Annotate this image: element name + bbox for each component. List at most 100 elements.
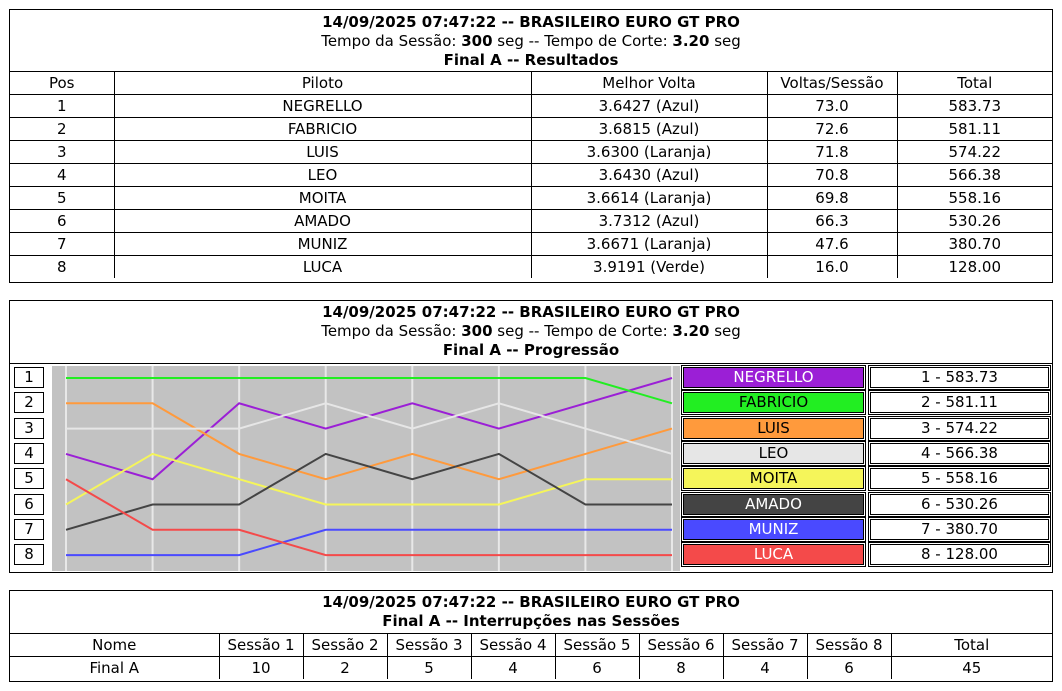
col-pilot: Piloto [113,71,532,95]
best-lap-cell: 3.6614 (Laranja) [530,186,768,210]
best-lap-cell: 3.7312 (Azul) [530,209,768,233]
interruptions-row: Final A 10 2 5 4 6 8 4 6 45 [10,656,1052,679]
results-session-info: Tempo da Sessão: 300 seg -- Tempo de Cor… [10,32,1052,51]
results-header: 14/09/2025 07:47:22 -- BRASILEIRO EURO G… [10,10,1052,70]
progression-session-info: Tempo da Sessão: 300 seg -- Tempo de Cor… [10,322,1052,341]
position-label: 4 [14,442,44,464]
interruptions-col: Nome [10,633,220,657]
col-total: Total [896,71,1052,95]
best-lap-cell: 3.6671 (Laranja) [530,232,768,256]
col-best-lap: Melhor Volta [530,71,768,95]
legend-entry: MOITA [681,466,866,492]
pos-cell: 1 [10,94,115,118]
total-cell: 530.26 [896,209,1052,233]
position-label: 1 [14,367,44,388]
table-row: 6 AMADO 3.7312 (Azul) 66.3 530.26 [10,209,1052,233]
best-lap-cell: 3.6815 (Azul) [530,117,768,141]
total-cell: 380.70 [896,232,1052,256]
series-line-fabricio [66,377,673,405]
interruptions-value-cell: 8 [638,656,724,679]
interruptions-col: Total [890,633,1052,657]
position-label: 5 [14,468,44,490]
score-entry: 6 - 530.26 [868,491,1051,517]
results-header-row: Pos Piloto Melhor Volta Voltas/Sessão To… [10,71,1052,95]
interruptions-header-row: Nome Sessão 1 Sessão 2 Sessão 3 Sessão 4 Sess… [10,633,1052,657]
total-cell: 566.38 [896,163,1052,187]
laps-cell: 73.0 [766,94,898,118]
interruptions-value-cell: 5 [386,656,472,679]
interruptions-header: 14/09/2025 07:47:22 -- BRASILEIRO EURO G… [10,591,1052,631]
results-subtitle: Final A -- Resultados [443,51,619,69]
progression-panel: 14/09/2025 07:47:22 -- BRASILEIRO EURO G… [9,300,1053,573]
legend-entry: LEO [681,440,866,466]
session-time: 300 [461,322,493,340]
interruptions-col: Sessão 3 [386,633,472,657]
table-row: 3 LUIS 3.6300 (Laranja) 71.8 574.22 [10,140,1052,164]
interruptions-col: Sessão 2 [302,633,388,657]
session-label: Tempo da Sessão: [321,322,462,340]
score-entry: 2 - 581.11 [868,390,1051,416]
laps-cell: 71.8 [766,140,898,164]
progression-title: 14/09/2025 07:47:22 -- BRASILEIRO EURO G… [322,303,740,321]
series-line-leo [66,402,673,455]
interruptions-value-cell: 4 [722,656,808,679]
total-cell: 581.11 [896,117,1052,141]
unit-label: seg [709,32,741,50]
progression-subtitle: Final A -- Progressão [442,341,620,359]
legend-entry: AMADO [681,491,866,517]
session-time: 300 [461,32,493,50]
pos-cell: 7 [10,232,115,256]
table-row: 5 MOITA 3.6614 (Laranja) 69.8 558.16 [10,186,1052,210]
cut-label: seg -- Tempo de Corte: [492,32,673,50]
cut-label: seg -- Tempo de Corte: [492,322,673,340]
series-line-moita [65,452,672,506]
interruptions-subtitle: Final A -- Interrupções nas Sessões [382,612,680,630]
score-entry: 8 - 128.00 [868,542,1051,568]
unit-label: seg [709,322,741,340]
laps-cell: 16.0 [766,255,898,278]
progression-divider [10,363,1052,364]
interruptions-value-cell: 4 [470,656,556,679]
table-row: 2 FABRICIO 3.6815 (Azul) 72.6 581.11 [10,117,1052,141]
interruptions-value-cell: 6 [806,656,892,679]
laps-cell: 66.3 [766,209,898,233]
cut-time: 3.20 [672,322,710,340]
pilot-cell: FABRICIO [113,117,532,141]
pos-cell: 2 [10,117,115,141]
pilot-cell: AMADO [113,209,532,233]
results-panel: 14/09/2025 07:47:22 -- BRASILEIRO EURO G… [9,9,1053,283]
series-line-muniz [66,528,672,557]
pos-cell: 4 [10,163,115,187]
score-entry: 3 - 574.22 [868,415,1051,441]
total-cell: 558.16 [896,186,1052,210]
table-row: 1 NEGRELLO 3.6427 (Azul) 73.0 583.73 [10,94,1052,118]
interruptions-panel: 14/09/2025 07:47:22 -- BRASILEIRO EURO G… [9,590,1053,682]
series-line-luca [65,478,672,557]
results-title: 14/09/2025 07:47:22 -- BRASILEIRO EURO G… [322,13,740,31]
legend-entry: NEGRELLO [681,365,866,390]
interruptions-col: Sessão 5 [554,633,640,657]
best-lap-cell: 3.9191 (Verde) [530,255,768,278]
laps-cell: 70.8 [766,163,898,187]
interruptions-value-cell: 10 [218,656,304,679]
legend-entry: MUNIZ [681,516,866,542]
position-label: 7 [14,518,44,540]
interruptions-total-cell: 45 [890,656,1052,679]
total-cell: 574.22 [896,140,1052,164]
position-label: 3 [14,417,44,439]
session-label: Tempo da Sessão: [321,32,462,50]
interruptions-col: Sessão 8 [806,633,892,657]
total-cell: 128.00 [896,255,1052,278]
interruptions-col: Sessão 1 [218,633,304,657]
interruptions-col: Sessão 6 [638,633,724,657]
laps-cell: 47.6 [766,232,898,256]
laps-cell: 69.8 [766,186,898,210]
pos-cell: 8 [10,255,115,278]
pilot-cell: NEGRELLO [113,94,532,118]
pos-cell: 6 [10,209,115,233]
table-row: 8 LUCA 3.9191 (Verde) 16.0 128.00 [10,255,1052,278]
legend-entry: LUCA [681,542,866,568]
results-body: 1 NEGRELLO 3.6427 (Azul) 73.0 583.73 2 FABRICI… [10,94,1052,278]
progression-header: 14/09/2025 07:47:22 -- BRASILEIRO EURO G… [10,301,1052,360]
pos-cell: 3 [10,140,115,164]
